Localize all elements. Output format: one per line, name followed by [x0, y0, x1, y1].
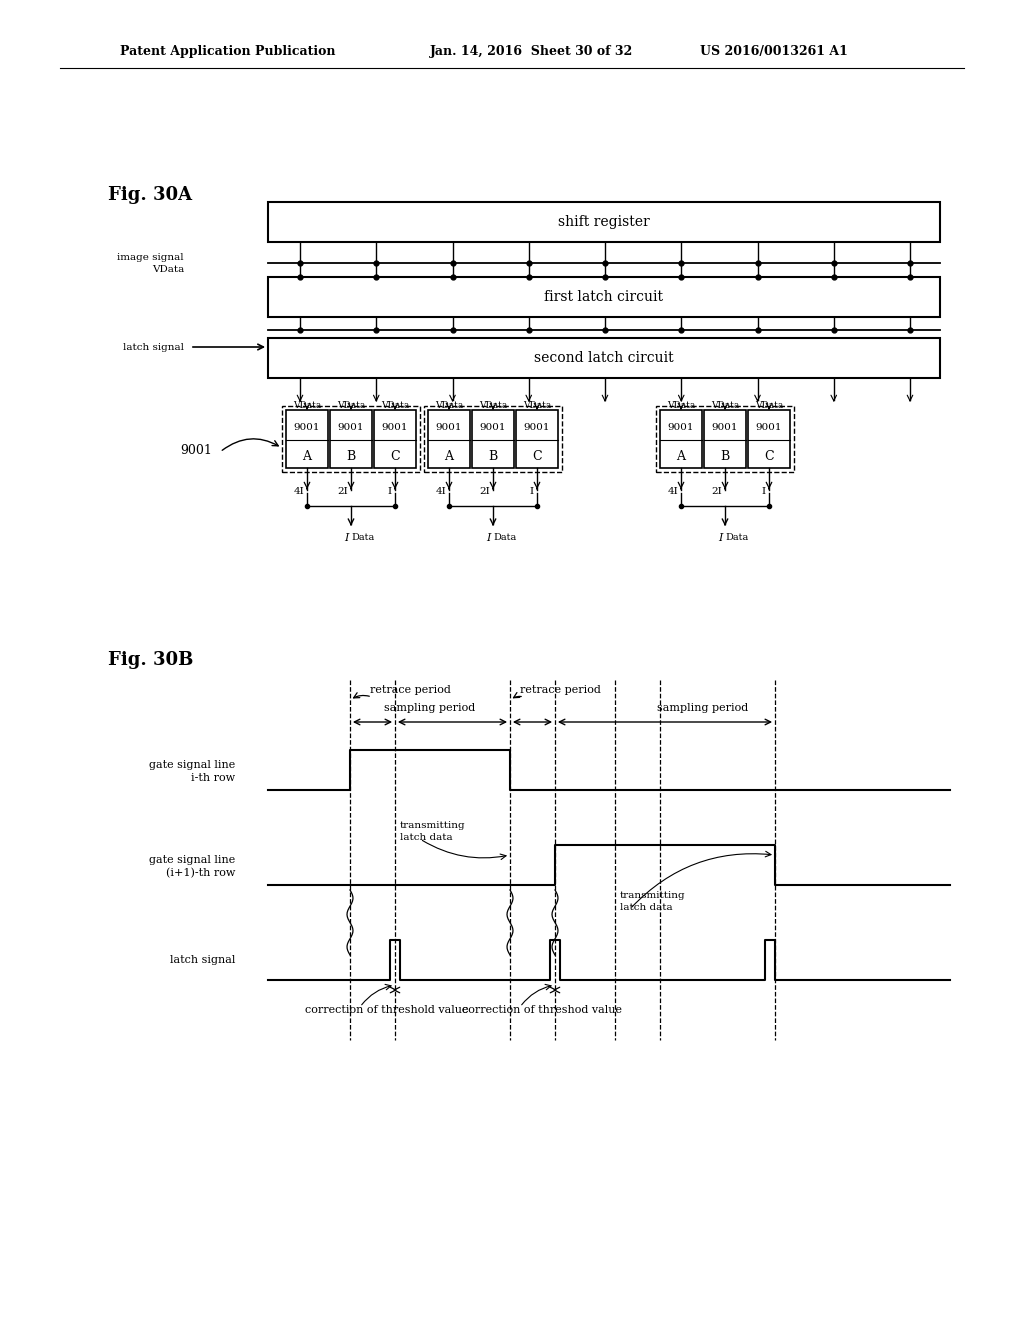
- Text: VData: VData: [523, 400, 551, 409]
- Text: 9001: 9001: [712, 424, 738, 433]
- Text: correction of threshod value: correction of threshod value: [462, 1005, 622, 1015]
- Text: VData: VData: [755, 400, 783, 409]
- Text: 9001: 9001: [480, 424, 506, 433]
- Text: Data: Data: [493, 533, 516, 543]
- Text: 9001: 9001: [668, 424, 694, 433]
- Bar: [286, 411, 328, 469]
- Text: C: C: [532, 450, 542, 462]
- Text: 4I: 4I: [293, 487, 304, 495]
- Text: first latch circuit: first latch circuit: [545, 290, 664, 304]
- Text: shift register: shift register: [558, 215, 650, 228]
- Text: 4I: 4I: [435, 487, 446, 495]
- Text: Patent Application Publication: Patent Application Publication: [120, 45, 336, 58]
- Bar: [472, 411, 514, 469]
- Text: C: C: [390, 450, 399, 462]
- Text: VData: VData: [293, 400, 322, 409]
- Text: 9001: 9001: [294, 424, 321, 433]
- Text: 9001: 9001: [382, 424, 409, 433]
- Text: Fig. 30B: Fig. 30B: [108, 651, 194, 669]
- Text: I: I: [388, 487, 392, 495]
- Bar: [330, 411, 372, 469]
- Text: retrace period: retrace period: [520, 685, 601, 696]
- Text: 9001: 9001: [180, 444, 212, 457]
- Bar: [705, 411, 746, 469]
- Text: retrace period: retrace period: [370, 685, 451, 696]
- Text: Data: Data: [725, 533, 749, 543]
- Text: sampling period: sampling period: [384, 704, 475, 713]
- Text: gate signal line: gate signal line: [148, 760, 234, 770]
- Text: VData: VData: [381, 400, 410, 409]
- Text: B: B: [488, 450, 498, 462]
- Text: i-th row: i-th row: [190, 774, 234, 783]
- Bar: [516, 411, 558, 469]
- Text: B: B: [720, 450, 730, 462]
- Text: second latch circuit: second latch circuit: [535, 351, 674, 366]
- Text: latch data: latch data: [620, 903, 673, 912]
- Bar: [282, 407, 420, 473]
- Bar: [268, 338, 940, 378]
- Text: Data: Data: [351, 533, 374, 543]
- Text: latch signal: latch signal: [170, 954, 234, 965]
- Text: B: B: [346, 450, 355, 462]
- Text: VData: VData: [667, 400, 695, 409]
- Text: correction of threshold value: correction of threshold value: [305, 1005, 469, 1015]
- Text: VData: VData: [152, 264, 184, 273]
- Text: Fig. 30A: Fig. 30A: [108, 186, 193, 205]
- Text: A: A: [677, 450, 685, 462]
- Text: 9001: 9001: [436, 424, 462, 433]
- Text: image signal: image signal: [118, 253, 184, 263]
- Text: I: I: [529, 487, 534, 495]
- Text: 2I: 2I: [712, 487, 722, 495]
- Text: VData: VData: [337, 400, 366, 409]
- Text: C: C: [764, 450, 774, 462]
- Text: (i+1)-th row: (i+1)-th row: [166, 867, 234, 878]
- Text: 2I: 2I: [337, 487, 348, 495]
- Text: VData: VData: [435, 400, 463, 409]
- Text: Jan. 14, 2016  Sheet 30 of 32: Jan. 14, 2016 Sheet 30 of 32: [430, 45, 633, 58]
- Text: sampling period: sampling period: [657, 704, 749, 713]
- Text: 9001: 9001: [756, 424, 782, 433]
- Text: transmitting: transmitting: [400, 821, 466, 829]
- Text: 9001: 9001: [338, 424, 365, 433]
- Text: I: I: [719, 533, 723, 543]
- Text: transmitting: transmitting: [620, 891, 686, 899]
- Bar: [656, 407, 794, 473]
- Text: I: I: [486, 533, 490, 543]
- Bar: [268, 202, 940, 242]
- Bar: [660, 411, 702, 469]
- Text: A: A: [302, 450, 311, 462]
- Text: gate signal line: gate signal line: [148, 855, 234, 865]
- Text: A: A: [444, 450, 454, 462]
- Text: 4I: 4I: [668, 487, 678, 495]
- Bar: [268, 277, 940, 317]
- Text: 2I: 2I: [479, 487, 490, 495]
- Bar: [748, 411, 790, 469]
- Bar: [424, 407, 562, 473]
- Text: VData: VData: [479, 400, 507, 409]
- Text: I: I: [345, 533, 349, 543]
- Bar: [374, 411, 416, 469]
- Text: VData: VData: [711, 400, 739, 409]
- Text: latch signal: latch signal: [123, 342, 184, 351]
- Bar: [428, 411, 470, 469]
- Text: US 2016/0013261 A1: US 2016/0013261 A1: [700, 45, 848, 58]
- Text: 9001: 9001: [523, 424, 550, 433]
- Text: latch data: latch data: [400, 833, 453, 842]
- Text: I: I: [762, 487, 766, 495]
